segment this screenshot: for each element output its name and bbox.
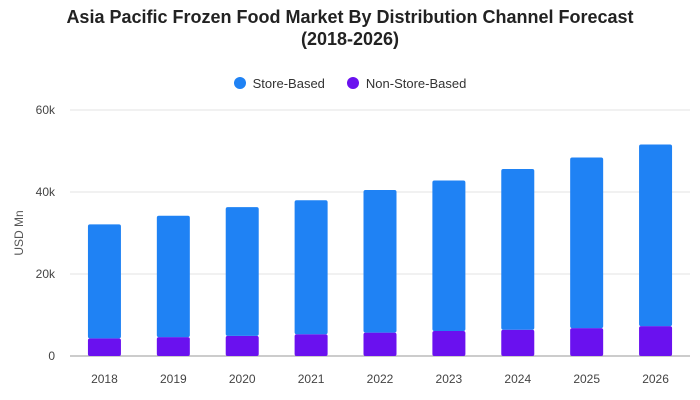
legend-swatch-store-based	[233, 77, 246, 89]
x-tick-label: 2020	[229, 372, 256, 386]
legend-item-store-based[interactable]: Store-Based	[233, 75, 325, 91]
chart-title-line-2: (2018-2026)	[300, 29, 400, 49]
x-tick-label: 2024	[504, 372, 531, 386]
bar-store-based-2020[interactable]	[225, 207, 259, 336]
bar-non-store-based-2022[interactable]	[363, 332, 397, 356]
bar-store-based-2018[interactable]	[87, 224, 121, 339]
x-tick-label: 2025	[573, 372, 600, 386]
x-tick-label: 2018	[91, 372, 118, 386]
y-tick-label: 20k	[36, 267, 56, 281]
bars	[87, 144, 673, 356]
x-axis-ticks: 2018 2019 2020 2021 2022 2023 2024 2025 2026	[91, 372, 669, 386]
bar-non-store-based-2020[interactable]	[225, 335, 259, 356]
bar-non-store-based-2026[interactable]	[639, 326, 673, 356]
legend-swatch-non-store-based	[346, 77, 359, 89]
x-tick-label: 2021	[298, 372, 325, 386]
chart-title-line-1: Asia Pacific Frozen Food Market By Distr…	[66, 7, 634, 27]
bar-store-based-2021[interactable]	[294, 200, 328, 335]
y-axis-label: USD Mn	[12, 210, 26, 255]
bar-store-based-2026[interactable]	[639, 144, 673, 327]
chart-legend: Store-Based Non-Store-Based	[0, 75, 700, 91]
x-tick-label: 2023	[436, 372, 463, 386]
bar-store-based-2022[interactable]	[363, 189, 397, 333]
bar-non-store-based-2019[interactable]	[156, 337, 190, 356]
bar-non-store-based-2018[interactable]	[87, 338, 121, 356]
x-tick-label: 2022	[367, 372, 394, 386]
legend-label-non-store-based: Non-Store-Based	[365, 75, 467, 91]
bar-store-based-2025[interactable]	[570, 157, 604, 329]
bar-store-based-2023[interactable]	[432, 180, 466, 331]
x-tick-label: 2019	[160, 372, 187, 386]
chart-title: Asia Pacific Frozen Food Market By Distr…	[0, 6, 700, 50]
legend-item-non-store-based[interactable]: Non-Store-Based	[346, 75, 467, 91]
bar-store-based-2024[interactable]	[501, 169, 535, 330]
y-tick-label: 60k	[36, 103, 56, 117]
x-tick-label: 2026	[642, 372, 669, 386]
bar-non-store-based-2025[interactable]	[570, 328, 604, 356]
bar-non-store-based-2024[interactable]	[501, 329, 535, 356]
y-axis-ticks: 0 20k 40k 60k	[36, 103, 56, 363]
legend-label-store-based: Store-Based	[252, 75, 325, 91]
y-tick-label: 0	[48, 349, 55, 363]
y-tick-label: 40k	[36, 185, 56, 199]
bar-non-store-based-2021[interactable]	[294, 334, 328, 356]
bar-store-based-2019[interactable]	[156, 215, 190, 338]
bar-non-store-based-2023[interactable]	[432, 330, 466, 356]
